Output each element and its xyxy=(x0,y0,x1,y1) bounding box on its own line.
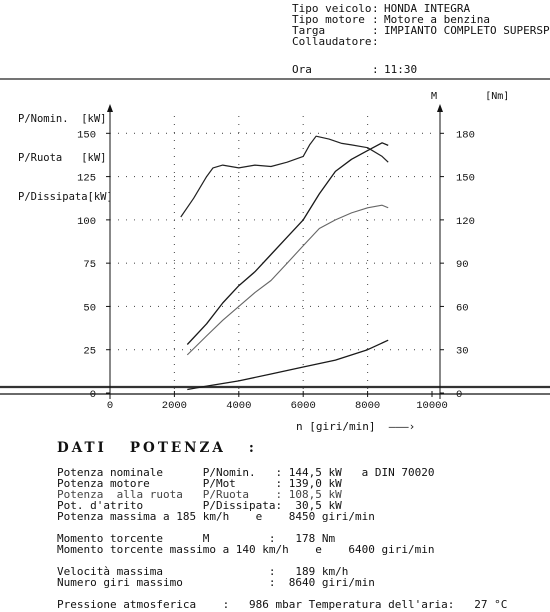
right-axis-arrow xyxy=(437,104,443,112)
left-axis-arrow xyxy=(107,104,113,112)
left-tick-label: 25 xyxy=(83,346,96,358)
torque-symbol: M xyxy=(431,91,438,102)
series-line-p-ruota xyxy=(186,204,389,356)
right-tick-label: 120 xyxy=(456,216,475,228)
left-tick-label: 0 xyxy=(90,389,96,401)
time-label: Ora xyxy=(292,63,312,76)
x-tick-label: 8000 xyxy=(355,400,380,412)
chart-ticks: 0 25 50 75 100 125 150 0 30 60 90 120 150 180 0 2000 400… xyxy=(77,129,475,412)
chart-grid xyxy=(110,116,432,393)
data-row: Potenza alla ruota P/Ruota : 108,5 kW xyxy=(57,488,342,501)
header-row-plate: Targa:IMPIANTO COMPLETO SUPERSPRINT xyxy=(292,25,550,36)
header-label: Tipo veicolo xyxy=(292,2,372,15)
right-tick-label: 150 xyxy=(456,173,475,185)
vehicle-info-header: Tipo veicolo: HONDA INTEGRA Tipo motore: M… xyxy=(292,3,550,75)
right-tick-label: 0 xyxy=(456,389,462,401)
data-row: Potenza massima a 185 km/h e 8450 giri/m… xyxy=(57,510,375,523)
data-row: Potenza nominale P/Nomin. : 144,5 kW a D… xyxy=(57,466,435,479)
right-tick-label: 90 xyxy=(456,259,469,271)
data-row: Potenza motore P/Mot : 139,0 kW xyxy=(57,477,342,490)
right-tick-label: 180 xyxy=(456,129,475,141)
axis-title-p-dissipata: P/Dissipata[kW] xyxy=(18,191,113,203)
axis-title-p-nomin: P/Nomin. [kW] xyxy=(18,113,107,125)
dyno-chart: 0 25 50 75 100 125 150 0 30 60 90 120 150 180 0 2000 400… xyxy=(0,78,550,412)
header-row-tester: Collaudatore: xyxy=(292,35,379,48)
x-tick-label: 0 xyxy=(107,400,113,412)
header-value: HONDA INTEGRA xyxy=(384,2,471,15)
header-label: Targa xyxy=(292,24,326,37)
data-row: Pressione atmosferica : 986 mbar Tempera… xyxy=(57,598,508,611)
header-label: Collaudatore xyxy=(292,35,372,48)
series-line-p-dissipata xyxy=(187,339,389,391)
left-tick-label: 75 xyxy=(83,259,96,271)
data-row: Numero giri massimo : 8640 giri/min xyxy=(57,576,375,589)
header-value: Motore a benzina xyxy=(384,13,490,26)
right-tick-label: 60 xyxy=(456,302,469,314)
section-title: DATI POTENZA : xyxy=(57,440,257,456)
x-axis-label: n [giri/min] ———› xyxy=(296,420,416,433)
series-line-m xyxy=(180,135,389,218)
chart-series xyxy=(180,135,389,391)
torque-unit: [Nm] xyxy=(485,91,510,102)
header-row-time: Ora:11:30 xyxy=(292,63,418,76)
time-value: 11:30 xyxy=(384,63,418,76)
left-tick-label: 150 xyxy=(77,129,96,141)
header-row-vehicle: Tipo veicolo: HONDA INTEGRA xyxy=(292,2,471,15)
axis-title-p-ruota: P/Ruota [kW] xyxy=(18,152,107,164)
x-tick-label: 10000 xyxy=(416,400,448,412)
series-line-p-nomin xyxy=(186,142,389,345)
data-row: Velocità massima : 189 km/h xyxy=(57,565,349,578)
x-tick-label: 4000 xyxy=(226,400,251,412)
header-label: Tipo motore xyxy=(292,13,365,26)
x-tick-label: 2000 xyxy=(162,400,187,412)
left-tick-label: 125 xyxy=(77,173,96,185)
header-value: IMPIANTO COMPLETO SUPERSPRINT xyxy=(384,24,550,37)
left-axis-titles: P/Nomin. [kW] P/Ruota [kW] P/Dissipata[k… xyxy=(18,87,113,217)
data-row: Pot. d'atrito P/Dissipata: 30,5 kW xyxy=(57,499,342,512)
header-row-engine: Tipo motore: Motore a benzina xyxy=(292,13,490,26)
x-axis-label-text: n [giri/min] xyxy=(296,420,376,433)
right-tick-label: 30 xyxy=(456,346,469,358)
data-row: Momento torcente M : 178 Nm xyxy=(57,532,336,545)
x-tick-label: 6000 xyxy=(291,400,316,412)
right-axis-title: M [Nm] xyxy=(431,91,509,102)
data-row: Momento torcente massimo a 140 km/h e 64… xyxy=(57,543,435,556)
left-tick-label: 50 xyxy=(83,302,96,314)
left-tick-label: 100 xyxy=(77,216,96,228)
